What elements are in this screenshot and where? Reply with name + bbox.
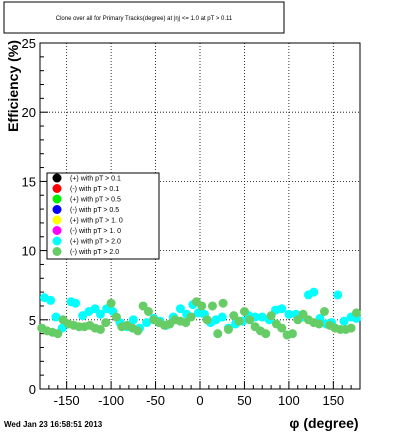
data-points [37,287,361,340]
data-point [175,304,185,314]
x-axis-title: φ (degree) [289,415,358,431]
data-point [333,290,343,300]
data-point [101,318,111,328]
data-point [197,301,207,311]
data-point [186,312,196,322]
axis-ticks: -150 -100 -50 0 50 100 150 0 5 10 15 20 25 [22,36,361,408]
legend-marker [52,226,62,235]
data-point [277,323,287,333]
data-point [277,304,287,314]
legend-marker [52,184,62,193]
legend-box [46,172,160,260]
legend-label: (+) with pT > 2.0 [70,239,121,246]
data-point [261,329,271,339]
data-point [351,308,361,318]
legend: (+) with pT > 0.1 (-) with pT > 0.1 (+) wi… [46,172,160,260]
timestamp: Wed Jan 23 16:58:51 2013 [4,420,103,429]
legend-marker [52,236,62,246]
y-axis-title: Efficiency (%) [5,40,21,132]
data-point [106,298,116,308]
data-point [298,309,308,319]
x-tick-label: -100 [98,393,124,408]
data-point [239,306,249,316]
data-point [218,298,228,308]
data-point [95,324,105,334]
y-tick-label: 25 [22,36,36,51]
legend-label: (-) with pT > 1. 0 [70,228,121,235]
data-point [319,306,329,316]
legend-label: (-) with pT > 2.0 [70,249,119,256]
x-tick-label: -150 [54,393,80,408]
y-tick-label: 5 [29,313,36,328]
legend-marker [52,247,62,256]
y-tick-label: 15 [22,174,36,189]
data-point [143,306,153,316]
legend-marker [52,194,62,204]
data-point [95,309,105,319]
y-tick-label: 20 [22,105,36,120]
x-tick-label: 100 [278,393,300,408]
data-point [229,311,239,321]
y-tick-label: 0 [29,382,36,397]
legend-label: (-) with pT > 0.1 [70,186,119,193]
chart-title: Clone over all for Primary Tracks(degree… [56,16,233,22]
data-point [142,318,152,328]
data-point [346,323,356,333]
data-point [287,329,297,339]
title-box [3,1,285,34]
data-point [213,329,223,339]
data-point [46,295,56,305]
x-tick-label: -50 [146,393,165,408]
legend-label: (+) with pT > 0.1 [70,176,121,183]
x-tick-label: 150 [322,393,344,408]
x-tick-label: 0 [196,393,203,408]
legend-marker [52,215,62,225]
data-point [90,304,100,314]
data-point [314,319,324,329]
data-point [223,324,233,334]
data-point [257,312,267,322]
legend-label: (+) with pT > 1. 0 [70,218,123,225]
legend-marker [52,173,62,183]
data-point [293,315,303,325]
data-point [51,312,61,322]
legend-label: (+) with pT > 0.5 [70,197,121,204]
data-point [138,301,148,311]
data-point [202,315,212,325]
data-point [207,301,217,311]
legend-label: (-) with pT > 0.5 [70,207,119,214]
legend-marker [52,205,62,214]
data-point [128,315,138,325]
x-tick-label: 50 [237,393,251,408]
data-point [234,316,244,326]
data-point [217,312,227,322]
data-point [284,309,294,319]
data-point [71,298,81,308]
data-point [181,318,191,328]
data-point [133,326,143,336]
data-point [339,316,349,326]
data-point [245,315,255,325]
data-point [266,311,276,321]
data-point [53,329,63,339]
data-point [111,312,121,322]
y-tick-label: 10 [22,244,36,259]
data-point [309,287,319,297]
